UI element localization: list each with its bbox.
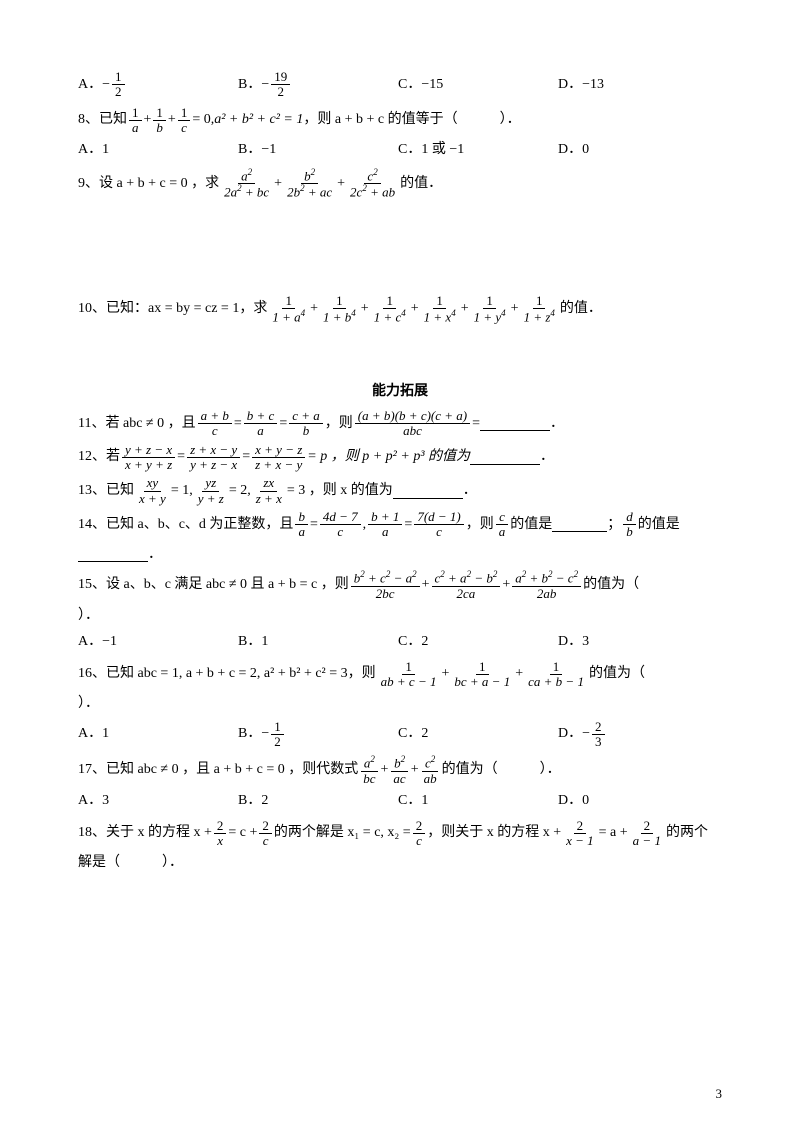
q7-optC: C．−15 bbox=[398, 70, 558, 100]
q15-options: A．−1 B．1 C．2 D．3 bbox=[78, 631, 722, 653]
q18-stem: 18、关于 x 的方程 x + 2x = c + 2c 的两个解是 x₁ = c… bbox=[78, 819, 722, 849]
q8-options: A．1 B．−1 C．1 或 −1 D．0 bbox=[78, 139, 722, 161]
q17-optD: D．0 bbox=[558, 790, 718, 812]
q17-optB: B．2 bbox=[238, 790, 398, 812]
q8-optD: D．0 bbox=[558, 139, 718, 161]
q15-optD: D．3 bbox=[558, 631, 718, 653]
q14-line2: ． bbox=[78, 544, 722, 566]
page-number: 3 bbox=[716, 1086, 723, 1102]
q17-options: A．3 B．2 C．1 D．0 bbox=[78, 790, 722, 812]
q9-stem: 9、设 a + b + c = 0 ，求 a22a2 + bc + b22b2 … bbox=[78, 168, 722, 200]
q15-optA: A．−1 bbox=[78, 631, 238, 653]
q17-optC: C．1 bbox=[398, 790, 558, 812]
q11-stem: 11、若 abc ≠ 0 ，且 a + bc = b + ca = c + ab… bbox=[78, 409, 722, 439]
q16-optD: D．− 23 bbox=[558, 720, 718, 750]
q7-optB: B． − 192 bbox=[238, 70, 398, 100]
q12-blank bbox=[470, 450, 540, 465]
q16-optA: A．1 bbox=[78, 720, 238, 750]
q16-close: ）． bbox=[78, 693, 722, 715]
q17-stem: 17、已知 abc ≠ 0 ，且 a + b + c = 0 ，则代数式 a2b… bbox=[78, 755, 722, 786]
q14-blank2 bbox=[78, 547, 148, 562]
q9-workspace bbox=[78, 204, 722, 294]
q14-stem: 14、已知 a、b、c、d 为正整数，且 ba = 4d − 7c, b + 1… bbox=[78, 510, 722, 540]
q7-optD: D．−13 bbox=[558, 70, 718, 100]
q13-blank bbox=[393, 484, 463, 499]
q16-optB: B．− 12 bbox=[238, 720, 398, 750]
q16-options: A．1 B．− 12 C．2 D．− 23 bbox=[78, 720, 722, 750]
q8-stem: 8、已知 1a + 1b + 1c = 0, a² + b² + c² = 1 … bbox=[78, 106, 722, 136]
spacer bbox=[78, 329, 722, 369]
q8-optB: B．−1 bbox=[238, 139, 398, 161]
q14-blank1 bbox=[552, 517, 607, 532]
q10-stem: 10、已知：ax = by = cz = 1，求 11 + a4 + 11 + … bbox=[78, 294, 722, 325]
q16-stem: 16、已知 abc = 1, a + b + c = 2, a² + b² + … bbox=[78, 660, 722, 690]
q11-blank bbox=[480, 416, 550, 431]
q15-optB: B．1 bbox=[238, 631, 398, 653]
q8-optA: A．1 bbox=[78, 139, 238, 161]
q16-optC: C．2 bbox=[398, 720, 558, 750]
q8-optC: C．1 或 −1 bbox=[398, 139, 558, 161]
q15-stem: 15、设 a、b、c 满足 abc ≠ 0 且 a + b = c ，则 b2 … bbox=[78, 570, 722, 601]
q17-optA: A．3 bbox=[78, 790, 238, 812]
page-content: A． − 12 B． − 192 C．−15 D．−13 8、已知 1a + 1… bbox=[0, 0, 800, 918]
q18-line2: 解是（ ）． bbox=[78, 852, 722, 874]
section-title: 能力拓展 bbox=[78, 381, 722, 403]
q7-options: A． − 12 B． − 192 C．−15 D．−13 bbox=[78, 70, 722, 100]
q13-stem: 13、已知 xyx + y = 1, yzy + z = 2, zxz + x … bbox=[78, 476, 722, 506]
q12-stem: 12、若 y + z − xx + y + z = z + x − yy + z… bbox=[78, 443, 722, 473]
q15-close: ）． bbox=[78, 605, 722, 627]
q15-optC: C．2 bbox=[398, 631, 558, 653]
q7-optA: A． − 12 bbox=[78, 70, 238, 100]
